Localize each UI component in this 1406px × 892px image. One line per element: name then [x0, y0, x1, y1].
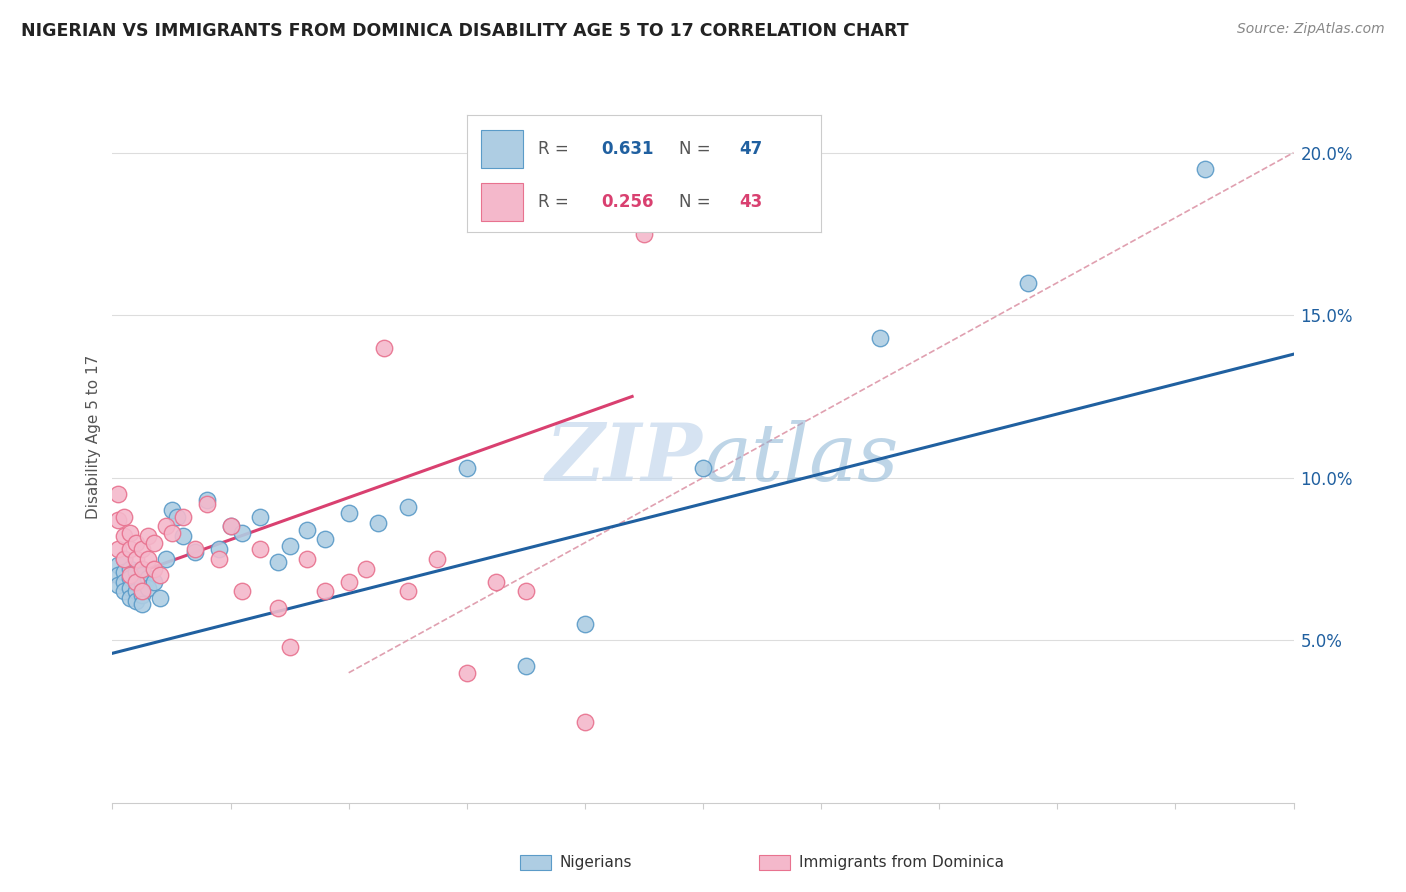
Point: [136, 581, 159, 595]
Point: [456, 665, 478, 680]
Point: [456, 461, 478, 475]
Point: [131, 598, 153, 612]
Point: [131, 542, 153, 557]
Point: [396, 500, 419, 514]
Point: [107, 542, 129, 557]
Point: [120, 572, 142, 586]
Point: [1194, 161, 1216, 176]
Point: [131, 584, 153, 599]
Point: [107, 558, 129, 573]
Point: [149, 591, 172, 605]
Point: [125, 535, 148, 549]
Text: ZIP: ZIP: [546, 420, 703, 498]
Point: [120, 568, 142, 582]
Point: [367, 516, 389, 531]
Point: [195, 497, 218, 511]
Point: [136, 552, 159, 566]
Point: [142, 535, 165, 549]
Text: Nigerians: Nigerians: [560, 855, 633, 870]
Point: [297, 523, 319, 537]
Point: [515, 659, 537, 673]
Point: [120, 526, 142, 541]
Point: [314, 584, 336, 599]
Point: [219, 519, 242, 533]
Text: Immigrants from Dominica: Immigrants from Dominica: [799, 855, 1004, 870]
Point: [356, 562, 378, 576]
Point: [142, 574, 165, 589]
Text: atlas: atlas: [703, 420, 898, 498]
Point: [373, 341, 395, 355]
Point: [155, 552, 177, 566]
Point: [112, 584, 135, 599]
Point: [125, 594, 148, 608]
Point: [155, 519, 177, 533]
Text: NIGERIAN VS IMMIGRANTS FROM DOMINICA DISABILITY AGE 5 TO 17 CORRELATION CHART: NIGERIAN VS IMMIGRANTS FROM DOMINICA DIS…: [21, 22, 908, 40]
Point: [120, 562, 142, 576]
Point: [396, 584, 419, 599]
Point: [231, 526, 253, 541]
Point: [231, 584, 253, 599]
Point: [208, 552, 231, 566]
Point: [142, 562, 165, 576]
Point: [107, 578, 129, 592]
Point: [160, 503, 183, 517]
Point: [120, 542, 142, 557]
Point: [125, 574, 148, 589]
Point: [515, 584, 537, 599]
Point: [184, 542, 207, 557]
Point: [1017, 276, 1039, 290]
Point: [574, 714, 596, 729]
Text: Source: ZipAtlas.com: Source: ZipAtlas.com: [1237, 22, 1385, 37]
Point: [112, 529, 135, 543]
Point: [112, 565, 135, 579]
Point: [131, 562, 153, 576]
Point: [184, 545, 207, 559]
Point: [172, 509, 194, 524]
Point: [136, 572, 159, 586]
Point: [692, 461, 714, 475]
Point: [249, 509, 271, 524]
Point: [136, 529, 159, 543]
Point: [219, 519, 242, 533]
Point: [112, 574, 135, 589]
Point: [125, 584, 148, 599]
Point: [107, 568, 129, 582]
Point: [107, 513, 129, 527]
Point: [149, 568, 172, 582]
Point: [112, 552, 135, 566]
Point: [125, 565, 148, 579]
Point: [574, 617, 596, 632]
Point: [120, 591, 142, 605]
Point: [125, 552, 148, 566]
Point: [131, 588, 153, 602]
Point: [131, 568, 153, 582]
Point: [208, 542, 231, 557]
Point: [278, 640, 301, 654]
Point: [112, 509, 135, 524]
Point: [869, 331, 891, 345]
Point: [172, 529, 194, 543]
Point: [633, 227, 655, 241]
Point: [267, 600, 290, 615]
Point: [131, 578, 153, 592]
Point: [125, 574, 148, 589]
Point: [267, 555, 290, 569]
Point: [278, 539, 301, 553]
Point: [249, 542, 271, 557]
Point: [107, 487, 129, 501]
Point: [337, 507, 360, 521]
Point: [485, 574, 508, 589]
Point: [160, 526, 183, 541]
Point: [426, 552, 449, 566]
Point: [120, 581, 142, 595]
Point: [337, 574, 360, 589]
Point: [297, 552, 319, 566]
Point: [314, 533, 336, 547]
Point: [195, 493, 218, 508]
Y-axis label: Disability Age 5 to 17: Disability Age 5 to 17: [86, 355, 101, 519]
Point: [112, 552, 135, 566]
Point: [166, 509, 188, 524]
